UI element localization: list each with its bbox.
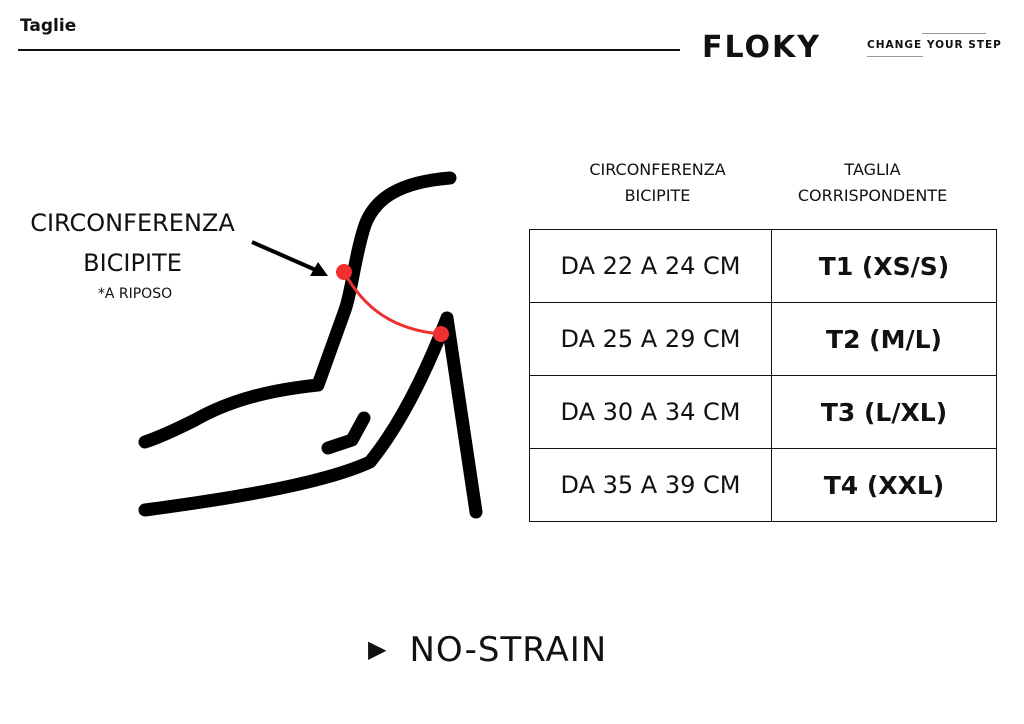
arrow-line [251, 240, 319, 273]
measure-label-line1: CIRCONFERENZA [30, 209, 235, 237]
header-line: CIRCONFERENZA [589, 160, 726, 179]
table-row: DA 35 A 39 CM T4 (XXL) [529, 448, 997, 522]
range-cell: DA 25 A 29 CM [529, 302, 772, 376]
measure-arc [342, 271, 442, 336]
header-line: CORRISPONDENTE [797, 186, 948, 205]
size-table: DA 22 A 24 CM T1 (XS/S) DA 25 A 29 CM T2 (… [529, 229, 997, 522]
tagline-rule-bottom [867, 56, 923, 57]
header-line: BICIPITE [624, 186, 691, 205]
measure-label-line2: BICIPITE [83, 249, 182, 277]
page-title: Taglie [20, 16, 77, 36]
header-line: TAGLIA [844, 160, 901, 179]
measure-point-1 [336, 264, 352, 280]
column-header-circumference: CIRCONFERENZA BICIPITE [560, 157, 755, 209]
tagline-rule-top [922, 33, 986, 34]
size-cell: T3 (L/XL) [771, 375, 997, 449]
header-divider [18, 49, 680, 51]
range-cell: DA 22 A 24 CM [529, 229, 772, 303]
column-header-size: TAGLIA CORRISPONDENTE [775, 157, 970, 209]
size-cell: T1 (XS/S) [771, 229, 997, 303]
table-row: DA 22 A 24 CM T1 (XS/S) [529, 229, 997, 303]
elbow-crease [321, 411, 371, 455]
range-cell: DA 30 A 34 CM [529, 375, 772, 449]
triangle-right-icon: ▶ [368, 635, 388, 663]
brand-logo: FLOKY [702, 30, 822, 65]
size-cell: T4 (XXL) [771, 448, 997, 522]
arm-lower-outline [138, 311, 483, 519]
product-name: ▶ NO-STRAIN [368, 630, 607, 670]
rest-note: *A RIPOSO [97, 286, 173, 302]
arrow-head [310, 262, 328, 276]
range-cell: DA 35 A 39 CM [529, 448, 772, 522]
size-cell: T2 (M/L) [771, 302, 997, 376]
measure-label: CIRCONFERENZA BICIPITE [10, 203, 255, 283]
table-row: DA 30 A 34 CM T3 (L/XL) [529, 375, 997, 449]
brand-tagline: CHANGE YOUR STEP [867, 39, 1002, 51]
product-label: NO-STRAIN [409, 630, 608, 670]
table-row: DA 25 A 29 CM T2 (M/L) [529, 302, 997, 376]
measure-point-2 [433, 326, 449, 342]
arm-upper-outline [138, 171, 457, 449]
